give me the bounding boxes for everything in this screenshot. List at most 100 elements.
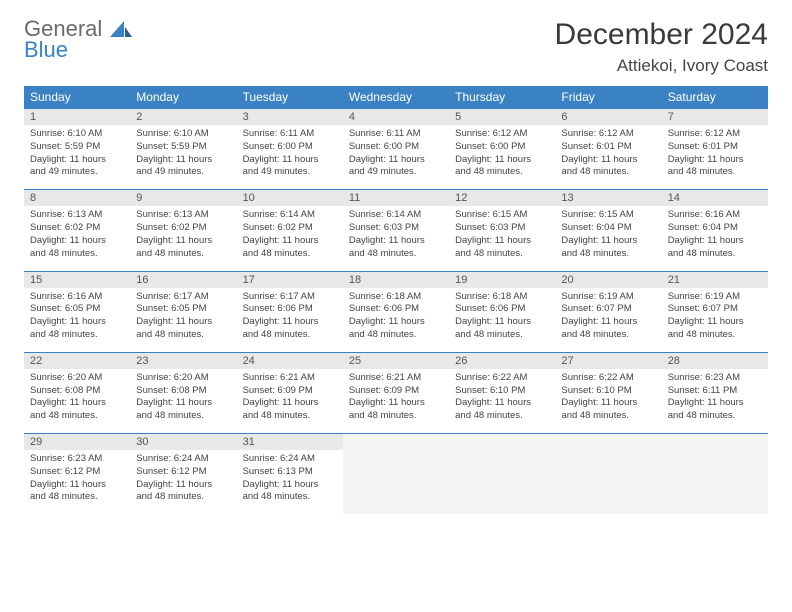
- sunrise-text: Sunrise: 6:21 AM: [243, 372, 337, 385]
- day-data-cell: Sunrise: 6:23 AMSunset: 6:12 PMDaylight:…: [24, 450, 130, 514]
- day-data-cell: [662, 450, 768, 514]
- sunrise-text: Sunrise: 6:13 AM: [30, 209, 124, 222]
- sunset-text: Sunset: 6:02 PM: [30, 222, 124, 235]
- sunset-text: Sunset: 6:06 PM: [243, 303, 337, 316]
- sunset-text: Sunset: 6:03 PM: [349, 222, 443, 235]
- sunset-text: Sunset: 6:12 PM: [30, 466, 124, 479]
- sunset-text: Sunset: 6:05 PM: [136, 303, 230, 316]
- day-number-cell: 19: [449, 271, 555, 288]
- day-number-cell: 11: [343, 190, 449, 207]
- daylight-text: Daylight: 11 hours and 48 minutes.: [455, 397, 549, 423]
- sunrise-text: Sunrise: 6:20 AM: [30, 372, 124, 385]
- day-number-cell: 31: [237, 434, 343, 451]
- day-data-row: Sunrise: 6:16 AMSunset: 6:05 PMDaylight:…: [24, 288, 768, 353]
- sunset-text: Sunset: 6:12 PM: [136, 466, 230, 479]
- daylight-text: Daylight: 11 hours and 48 minutes.: [455, 316, 549, 342]
- daylight-text: Daylight: 11 hours and 49 minutes.: [349, 154, 443, 180]
- day-data-row: Sunrise: 6:10 AMSunset: 5:59 PMDaylight:…: [24, 125, 768, 190]
- day-data-cell: Sunrise: 6:22 AMSunset: 6:10 PMDaylight:…: [555, 369, 661, 434]
- day-data-cell: Sunrise: 6:15 AMSunset: 6:03 PMDaylight:…: [449, 206, 555, 271]
- day-data-cell: Sunrise: 6:12 AMSunset: 6:01 PMDaylight:…: [555, 125, 661, 190]
- sunrise-text: Sunrise: 6:14 AM: [349, 209, 443, 222]
- sunset-text: Sunset: 6:08 PM: [136, 385, 230, 398]
- sunset-text: Sunset: 6:04 PM: [561, 222, 655, 235]
- daylight-text: Daylight: 11 hours and 49 minutes.: [136, 154, 230, 180]
- day-data-cell: Sunrise: 6:20 AMSunset: 6:08 PMDaylight:…: [130, 369, 236, 434]
- sunrise-text: Sunrise: 6:12 AM: [455, 128, 549, 141]
- day-data-cell: Sunrise: 6:16 AMSunset: 6:05 PMDaylight:…: [24, 288, 130, 353]
- day-number-row: 15161718192021: [24, 271, 768, 288]
- day-data-cell: Sunrise: 6:17 AMSunset: 6:05 PMDaylight:…: [130, 288, 236, 353]
- sunset-text: Sunset: 6:04 PM: [668, 222, 762, 235]
- daylight-text: Daylight: 11 hours and 48 minutes.: [136, 479, 230, 505]
- sunset-text: Sunset: 6:02 PM: [136, 222, 230, 235]
- sunrise-text: Sunrise: 6:14 AM: [243, 209, 337, 222]
- page-header: General Blue December 2024 Attiekoi, Ivo…: [24, 18, 768, 76]
- day-data-cell: Sunrise: 6:16 AMSunset: 6:04 PMDaylight:…: [662, 206, 768, 271]
- sunset-text: Sunset: 6:01 PM: [561, 141, 655, 154]
- day-number-cell: 28: [662, 352, 768, 369]
- daylight-text: Daylight: 11 hours and 49 minutes.: [30, 154, 124, 180]
- sunset-text: Sunset: 5:59 PM: [136, 141, 230, 154]
- day-data-row: Sunrise: 6:13 AMSunset: 6:02 PMDaylight:…: [24, 206, 768, 271]
- day-number-cell: 10: [237, 190, 343, 207]
- day-data-cell: Sunrise: 6:17 AMSunset: 6:06 PMDaylight:…: [237, 288, 343, 353]
- weekday-header: Monday: [130, 86, 236, 109]
- day-number-cell: 17: [237, 271, 343, 288]
- sunset-text: Sunset: 6:06 PM: [455, 303, 549, 316]
- day-number-cell: 15: [24, 271, 130, 288]
- day-number-cell: [555, 434, 661, 451]
- sunrise-text: Sunrise: 6:24 AM: [136, 453, 230, 466]
- day-number-cell: 22: [24, 352, 130, 369]
- day-number-cell: 2: [130, 109, 236, 126]
- daylight-text: Daylight: 11 hours and 48 minutes.: [349, 235, 443, 261]
- sunset-text: Sunset: 6:10 PM: [561, 385, 655, 398]
- day-data-cell: Sunrise: 6:11 AMSunset: 6:00 PMDaylight:…: [343, 125, 449, 190]
- day-number-cell: 29: [24, 434, 130, 451]
- day-number-row: 1234567: [24, 109, 768, 126]
- sunrise-text: Sunrise: 6:15 AM: [455, 209, 549, 222]
- sunrise-text: Sunrise: 6:12 AM: [668, 128, 762, 141]
- day-number-cell: 26: [449, 352, 555, 369]
- sunrise-text: Sunrise: 6:19 AM: [668, 291, 762, 304]
- daylight-text: Daylight: 11 hours and 48 minutes.: [30, 397, 124, 423]
- weekday-header: Friday: [555, 86, 661, 109]
- month-title: December 2024: [555, 18, 768, 52]
- day-data-cell: Sunrise: 6:13 AMSunset: 6:02 PMDaylight:…: [24, 206, 130, 271]
- day-data-cell: Sunrise: 6:12 AMSunset: 6:00 PMDaylight:…: [449, 125, 555, 190]
- daylight-text: Daylight: 11 hours and 48 minutes.: [136, 316, 230, 342]
- daylight-text: Daylight: 11 hours and 48 minutes.: [668, 235, 762, 261]
- sunrise-text: Sunrise: 6:17 AM: [136, 291, 230, 304]
- weekday-header: Tuesday: [237, 86, 343, 109]
- day-number-cell: 18: [343, 271, 449, 288]
- daylight-text: Daylight: 11 hours and 48 minutes.: [561, 154, 655, 180]
- day-data-cell: Sunrise: 6:21 AMSunset: 6:09 PMDaylight:…: [343, 369, 449, 434]
- daylight-text: Daylight: 11 hours and 48 minutes.: [136, 397, 230, 423]
- day-number-cell: 25: [343, 352, 449, 369]
- sunrise-text: Sunrise: 6:22 AM: [561, 372, 655, 385]
- day-number-cell: 4: [343, 109, 449, 126]
- day-number-cell: 30: [130, 434, 236, 451]
- daylight-text: Daylight: 11 hours and 48 minutes.: [243, 316, 337, 342]
- daylight-text: Daylight: 11 hours and 48 minutes.: [349, 316, 443, 342]
- sunrise-text: Sunrise: 6:15 AM: [561, 209, 655, 222]
- weekday-header-row: SundayMondayTuesdayWednesdayThursdayFrid…: [24, 86, 768, 109]
- sunrise-text: Sunrise: 6:21 AM: [349, 372, 443, 385]
- calendar-table: SundayMondayTuesdayWednesdayThursdayFrid…: [24, 86, 768, 514]
- sunrise-text: Sunrise: 6:23 AM: [30, 453, 124, 466]
- sunrise-text: Sunrise: 6:17 AM: [243, 291, 337, 304]
- day-data-cell: Sunrise: 6:24 AMSunset: 6:13 PMDaylight:…: [237, 450, 343, 514]
- weekday-header: Wednesday: [343, 86, 449, 109]
- day-number-cell: 3: [237, 109, 343, 126]
- day-data-cell: Sunrise: 6:18 AMSunset: 6:06 PMDaylight:…: [449, 288, 555, 353]
- day-data-cell: Sunrise: 6:10 AMSunset: 5:59 PMDaylight:…: [130, 125, 236, 190]
- sunset-text: Sunset: 6:03 PM: [455, 222, 549, 235]
- sunrise-text: Sunrise: 6:10 AM: [136, 128, 230, 141]
- sunrise-text: Sunrise: 6:19 AM: [561, 291, 655, 304]
- sunrise-text: Sunrise: 6:23 AM: [668, 372, 762, 385]
- sunrise-text: Sunrise: 6:18 AM: [349, 291, 443, 304]
- day-data-cell: Sunrise: 6:13 AMSunset: 6:02 PMDaylight:…: [130, 206, 236, 271]
- day-data-cell: Sunrise: 6:14 AMSunset: 6:02 PMDaylight:…: [237, 206, 343, 271]
- daylight-text: Daylight: 11 hours and 48 minutes.: [243, 235, 337, 261]
- day-number-cell: 6: [555, 109, 661, 126]
